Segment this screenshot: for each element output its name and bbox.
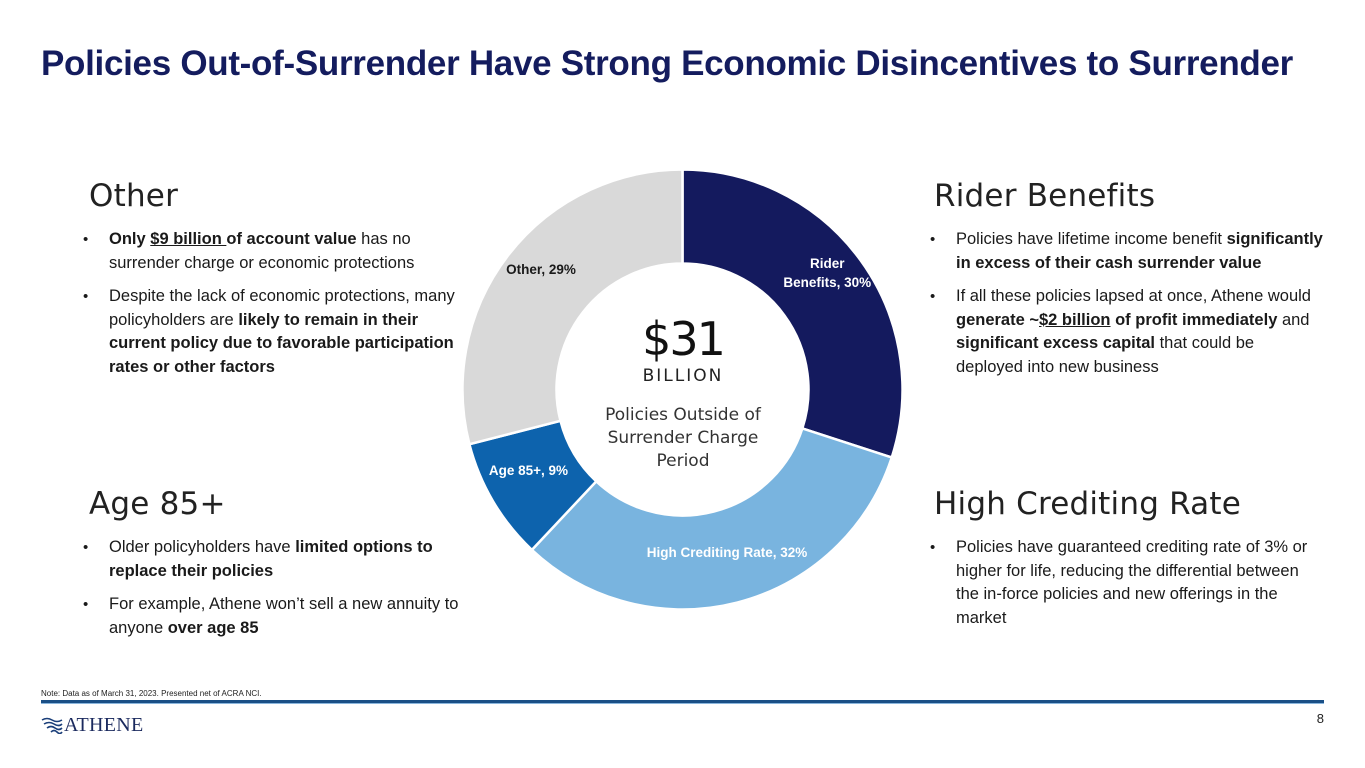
center-unit: BILLION <box>642 366 724 386</box>
athene-logo: ATHENE <box>41 713 144 737</box>
footer-rule <box>41 700 1324 703</box>
logo-text: ATHENE <box>64 713 144 736</box>
bullet-text: of account value <box>226 230 357 248</box>
bullet-text: over age 85 <box>167 618 259 637</box>
slice-label-high-crediting-rate: High Crediting Rate, 32% <box>646 544 808 560</box>
bullet-text: that could be deployed into new business <box>956 334 1255 376</box>
center-amount: $31 <box>642 312 726 366</box>
center-caption: Policies Outside of Surrender Charge Per… <box>605 405 761 471</box>
donut-chart <box>461 168 904 611</box>
donut-slice-other <box>461 168 684 446</box>
bullet-text: significant excess capital <box>956 334 1156 352</box>
high-crediting-rate-heading: High Crediting Rate <box>934 486 1242 522</box>
rider-benefits-bullets: Policies have lifetime income benefit si… <box>925 228 1325 389</box>
bullet-text: likely to remain in their current policy… <box>109 310 454 376</box>
bullet-text: significantly in excess of their cash su… <box>956 230 1323 272</box>
slice-label-age-85: Age 85+, 9% <box>488 462 568 478</box>
bullet-text: Despite the lack of economic protections… <box>109 287 455 329</box>
bullet-item: If all these policies lapsed at once, At… <box>925 285 1325 379</box>
age-85-bullets: Older policyholders have limited options… <box>78 536 473 650</box>
bullet-text: Policies have guaranteed crediting rate … <box>956 538 1308 627</box>
bullet-text: If all these policies lapsed at once, At… <box>956 287 1311 305</box>
bullet-item: Only $9 billion of account value has no … <box>78 228 473 275</box>
donut-slice-high-crediting-rate <box>530 426 894 611</box>
rider-benefits-heading: Rider Benefits <box>934 178 1156 214</box>
bullet-text: and <box>1277 310 1310 329</box>
bullet-item: For example, Athene won’t sell a new ann… <box>78 593 473 640</box>
athene-wave-icon <box>41 717 63 734</box>
bullet-item: Older policyholders have limited options… <box>78 536 473 583</box>
other-bullets: Only $9 billion of account value has no … <box>78 228 473 389</box>
bullet-text: of profit immediately <box>1110 310 1278 329</box>
bullet-text: Policies have lifetime income benefit <box>956 230 1227 248</box>
bullet-text: Only <box>109 230 151 248</box>
bullet-text: Older policyholders have <box>109 538 296 556</box>
footer-rule-accent <box>41 703 1324 704</box>
page-title: Policies Out-of-Surrender Have Strong Ec… <box>41 44 1293 83</box>
page-number: 8 <box>1316 711 1324 726</box>
bullet-text: generate ~ <box>956 310 1039 329</box>
bullet-text: has no surrender charge or economic prot… <box>109 230 415 272</box>
other-heading: Other <box>89 178 179 214</box>
donut-slice-rider-benefits <box>681 168 904 460</box>
age-85-heading: Age 85+ <box>89 486 226 522</box>
slice-label-rider-benefits: Rider Benefits, 30% <box>783 256 872 291</box>
bullet-text: $9 billion <box>150 230 227 248</box>
bullet-item: Policies have guaranteed crediting rate … <box>925 536 1325 630</box>
bullet-text: limited options to replace their policie… <box>109 538 433 580</box>
bullet-item: Policies have lifetime income benefit si… <box>925 228 1325 275</box>
slice-label-other: Other, 29% <box>506 261 576 277</box>
bullet-text: $2 billion <box>1039 310 1111 329</box>
bullet-text: For example, Athene won’t sell a new ann… <box>109 595 459 637</box>
bullet-item: Despite the lack of economic protections… <box>78 285 473 379</box>
high-crediting-rate-bullets: Policies have guaranteed crediting rate … <box>925 536 1325 640</box>
footnote: Note: Data as of March 31, 2023. Present… <box>41 689 262 698</box>
